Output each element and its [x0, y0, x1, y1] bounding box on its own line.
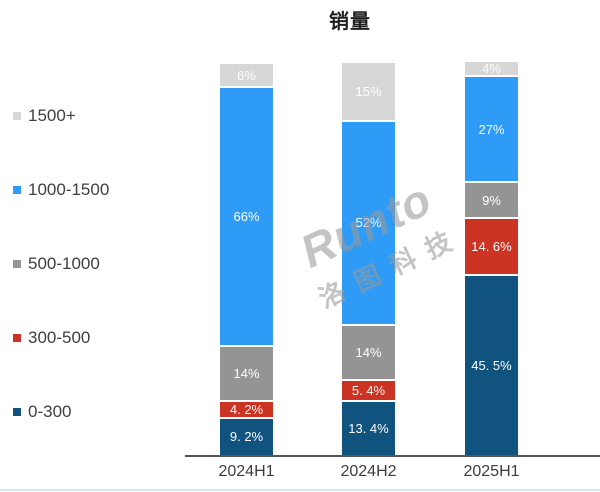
legend-item-0-300: 0-300	[13, 402, 72, 421]
x-axis-label-2024H1: 2024H1	[218, 463, 275, 480]
segment-value-label: 13. 4%	[348, 421, 389, 437]
bar-segment-300-500: 14. 6%	[465, 218, 518, 277]
chart-title: 销量	[329, 11, 371, 33]
bar-segment-1000-1500: 52%	[342, 121, 395, 327]
bar-segment-0-300: 13. 4%	[342, 402, 395, 455]
bar-segment-1500+: 4%	[465, 60, 518, 78]
segment-value-label: 45. 5%	[471, 358, 512, 374]
legend-item-500-1000: 500-1000	[13, 254, 100, 273]
segment-value-label: 27%	[478, 121, 505, 137]
bar-segment-0-300: 9. 2%	[220, 418, 273, 455]
segment-value-label: 6%	[237, 67, 256, 83]
segment-value-label: 4. 2%	[229, 402, 264, 418]
legend-swatch	[13, 408, 21, 416]
segment-value-label: 52%	[355, 215, 382, 231]
legend-swatch	[13, 186, 21, 194]
x-axis-label-2025H1: 2025H1	[463, 463, 520, 480]
legend-label: 1500+	[28, 106, 76, 125]
segment-value-label: 15%	[355, 83, 382, 99]
legend-label: 500-1000	[28, 254, 100, 273]
segment-value-label: 9%	[482, 192, 501, 208]
bar-segment-300-500: 4. 2%	[220, 402, 273, 419]
segment-value-label: 66%	[233, 209, 260, 225]
bar-segment-500-1000: 14%	[342, 326, 395, 382]
bar-segment-300-500: 5. 4%	[342, 381, 395, 403]
bar-segment-0-300: 45. 5%	[465, 276, 518, 455]
legend-item-300-500: 300-500	[13, 328, 91, 347]
bar-2024H1: 6% 66% 14% 4. 2% 9. 2%	[220, 64, 273, 455]
segment-value-label: 14. 6%	[471, 239, 512, 254]
legend-item-1000-1500: 1000-1500	[13, 180, 110, 199]
bar-segment-500-1000: 14%	[220, 347, 273, 403]
legend-label: 300-500	[28, 328, 91, 347]
legend-label: 0-300	[28, 402, 72, 421]
bar-segment-1000-1500: 27%	[465, 77, 518, 184]
bar-segment-1500+: 6%	[220, 64, 273, 88]
legend-label: 1000-1500	[28, 180, 110, 199]
segment-value-label: 14%	[355, 345, 382, 361]
legend-swatch	[13, 334, 21, 342]
bar-2025H1: 4% 27% 9% 14. 6% 45. 5%	[465, 60, 518, 455]
bar-segment-500-1000: 9%	[465, 183, 518, 219]
legend-item-1500+: 1500+	[13, 106, 76, 125]
bar-segment-1000-1500: 66%	[220, 87, 273, 348]
plot-area: 6% 66% 14% 4. 2% 9. 2% 2024H1 15% 52% 14% 5. 4% 13…	[185, 60, 600, 480]
segment-value-label: 5. 4%	[351, 383, 386, 399]
bar-2024H2: 15% 52% 14% 5. 4% 13. 4%	[342, 62, 395, 455]
segment-value-label: 9. 2%	[229, 429, 264, 445]
x-axis-line	[185, 455, 600, 457]
legend-swatch	[13, 260, 21, 268]
segment-value-label: 4%	[482, 60, 501, 76]
segment-value-label: 14%	[233, 366, 260, 382]
legend-swatch	[13, 112, 21, 120]
bar-segment-1500+: 15%	[342, 62, 395, 122]
bottom-border-line	[0, 489, 600, 491]
x-axis-label-2024H2: 2024H2	[340, 463, 397, 480]
